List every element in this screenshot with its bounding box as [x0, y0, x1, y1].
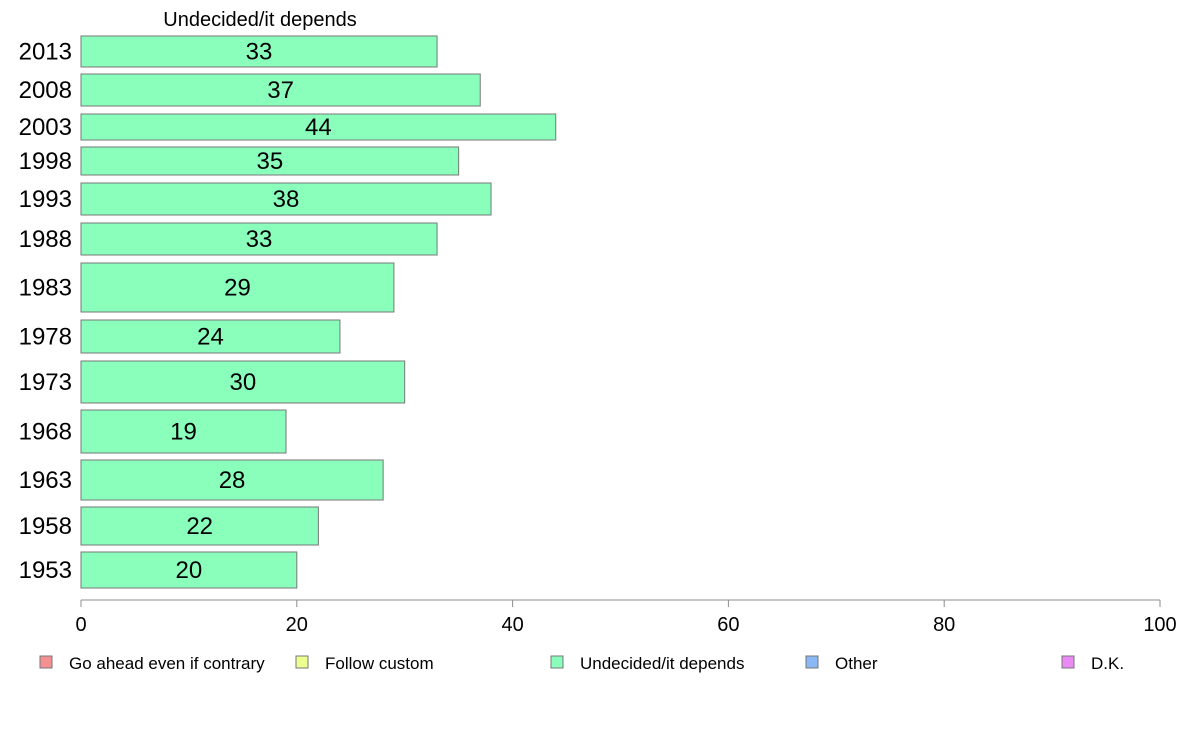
bar [80, 113, 557, 141]
data-label: 37 [267, 77, 294, 104]
legend-swatch [39, 655, 53, 669]
bar [80, 262, 395, 313]
legend: Go ahead even if contrary Follow custom Un… [39, 654, 1124, 673]
bar [80, 360, 406, 404]
bar [80, 146, 460, 176]
bar-group: 2013 33 2008 37 2003 44 1998 35 1993 38 1988 33 1983… [19, 35, 557, 589]
y-tick-label: 1978 [19, 324, 72, 351]
y-tick-label: 1973 [19, 369, 72, 396]
y-tick-label: 1968 [19, 419, 72, 446]
bar [80, 506, 319, 546]
data-label: 44 [305, 114, 332, 141]
legend-label: Other [835, 654, 878, 673]
legend-swatch [550, 655, 564, 669]
x-tick-label: 100 [1143, 614, 1176, 636]
bar [80, 222, 438, 256]
x-tick-label: 40 [501, 614, 523, 636]
data-label: 20 [176, 557, 203, 584]
legend-swatch [295, 655, 309, 669]
data-label: 33 [246, 39, 273, 66]
bar [80, 73, 481, 107]
data-label: 29 [224, 275, 251, 302]
x-axis: 0 20 40 60 80 100 [75, 599, 1177, 636]
y-tick-label: 1998 [19, 148, 72, 175]
bar [80, 319, 341, 354]
y-tick-label: 1993 [19, 186, 72, 213]
data-label: 28 [219, 467, 246, 494]
data-label: 24 [197, 324, 224, 351]
x-tick-label: 0 [75, 614, 86, 636]
y-tick-label: 1953 [19, 557, 72, 584]
data-label: 19 [170, 419, 197, 446]
y-tick-label: 1988 [19, 226, 72, 253]
data-label: 33 [246, 226, 273, 253]
y-tick-label: 1983 [19, 275, 72, 302]
chart-title: Undecided/it depends [163, 9, 356, 31]
bar [80, 409, 287, 454]
y-tick-label: 1963 [19, 467, 72, 494]
y-tick-label: 2013 [19, 39, 72, 66]
x-tick-label: 20 [286, 614, 308, 636]
legend-swatch [805, 655, 819, 669]
data-label: 38 [273, 186, 300, 213]
y-tick-label: 1958 [19, 513, 72, 540]
legend-label: Follow custom [325, 654, 434, 673]
bar [80, 182, 492, 216]
legend-swatch [1061, 655, 1075, 669]
y-tick-label: 2003 [19, 114, 72, 141]
legend-label: Undecided/it depends [580, 654, 744, 673]
bar [80, 459, 384, 501]
x-tick-label: 80 [933, 614, 955, 636]
data-label: 30 [229, 369, 256, 396]
data-label: 22 [186, 513, 213, 540]
legend-label: Go ahead even if contrary [69, 654, 265, 673]
y-tick-label: 2008 [19, 77, 72, 104]
legend-label: D.K. [1091, 654, 1124, 673]
bar [80, 551, 298, 589]
x-tick-label: 60 [717, 614, 739, 636]
bar [80, 35, 438, 68]
data-label: 35 [256, 148, 283, 175]
